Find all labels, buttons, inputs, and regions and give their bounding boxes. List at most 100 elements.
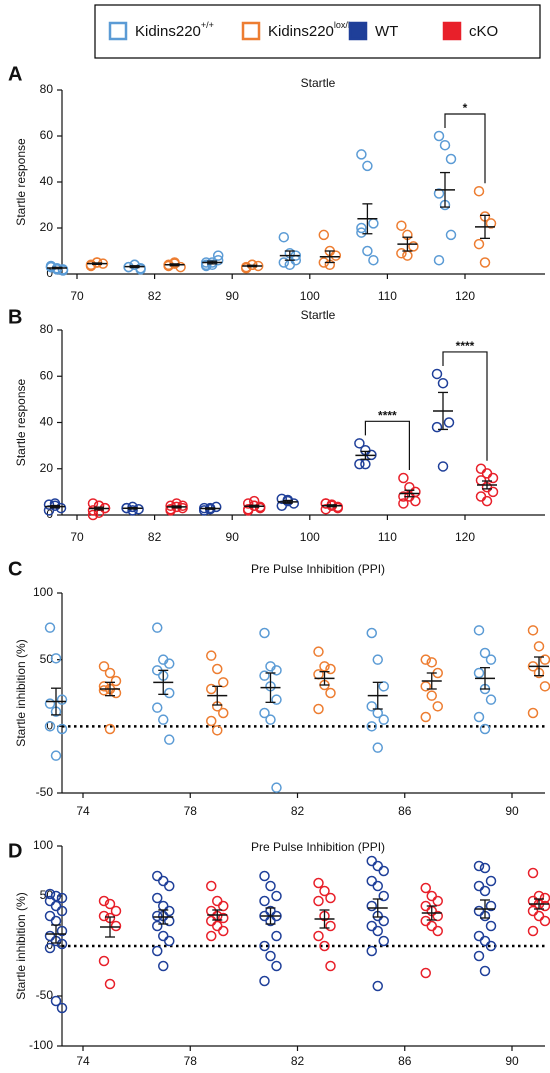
data-point xyxy=(158,930,169,942)
data-point xyxy=(44,942,56,954)
panel-letter: D xyxy=(8,840,22,862)
y-tick-label: 20 xyxy=(40,220,54,234)
data-point xyxy=(164,880,175,892)
data-point xyxy=(198,505,210,516)
y-axis-label: Startle inhibition (%) xyxy=(14,639,28,746)
data-point xyxy=(402,250,413,261)
data-point xyxy=(479,647,491,659)
data-point xyxy=(212,725,223,736)
panel-title: Pre Pulse Inhibition (PPI) xyxy=(251,562,385,576)
legend-text: Kidins220 xyxy=(268,23,334,40)
data-point xyxy=(104,667,116,679)
data-point xyxy=(43,505,55,516)
data-point xyxy=(475,463,487,474)
data-point xyxy=(378,935,389,947)
data-point xyxy=(271,890,282,902)
data-point xyxy=(426,657,437,668)
data-point xyxy=(50,995,62,1007)
data-point xyxy=(206,915,217,927)
data-point xyxy=(479,862,491,874)
data-point xyxy=(259,707,270,719)
legend-swatch xyxy=(108,21,128,41)
data-point xyxy=(433,254,445,266)
y-axis-label: Startle response xyxy=(14,138,28,226)
legend-text: WT xyxy=(375,23,398,40)
data-point xyxy=(98,681,110,692)
x-tick-label: 82 xyxy=(291,804,305,818)
x-tick-label: 82 xyxy=(148,530,162,544)
y-tick-label: -50 xyxy=(36,785,54,799)
significance-bracket xyxy=(442,351,488,461)
data-point xyxy=(487,472,499,484)
x-tick-label: 90 xyxy=(226,530,240,544)
data-point xyxy=(104,898,116,910)
data-point xyxy=(372,980,383,992)
data-point xyxy=(164,935,175,947)
data-point xyxy=(218,707,229,719)
x-tick-label: 86 xyxy=(398,1054,412,1068)
data-point xyxy=(420,711,431,723)
y-tick-label: 100 xyxy=(33,838,53,852)
y-tick-label: 20 xyxy=(40,461,54,475)
significance-bracket xyxy=(364,420,410,470)
data-point xyxy=(164,734,175,745)
panel-letter: C xyxy=(8,558,22,580)
data-point xyxy=(212,663,223,675)
data-point xyxy=(271,694,282,705)
data-point xyxy=(366,721,377,732)
data-point xyxy=(485,900,497,912)
legend-text: cKO xyxy=(469,23,498,40)
x-tick-label: 82 xyxy=(148,289,162,303)
data-point xyxy=(57,264,69,275)
data-point xyxy=(259,627,270,639)
data-point xyxy=(206,930,217,942)
data-point xyxy=(50,915,62,927)
panel-letter: B xyxy=(8,306,22,328)
data-point xyxy=(56,905,68,917)
data-point xyxy=(527,925,539,937)
legend-label: WT xyxy=(375,23,398,40)
data-point xyxy=(378,714,389,725)
data-point xyxy=(152,945,163,957)
data-point xyxy=(378,915,389,927)
legend-label: Kidins220+/+ xyxy=(135,20,214,40)
data-point xyxy=(206,880,217,892)
y-tick-label: 40 xyxy=(40,415,54,429)
data-point xyxy=(152,892,163,904)
x-tick-label: 86 xyxy=(398,804,412,818)
data-point xyxy=(432,925,443,937)
data-point xyxy=(485,940,497,952)
legend-text: Kidins220 xyxy=(135,23,201,40)
data-point xyxy=(533,641,545,652)
data-point xyxy=(135,264,146,275)
legend-sup: +/+ xyxy=(201,20,214,30)
significance-label: **** xyxy=(378,408,397,422)
data-point xyxy=(485,875,497,887)
data-point xyxy=(218,677,229,688)
data-point xyxy=(152,920,163,932)
data-point xyxy=(445,153,457,165)
y-axis-label: Startle response xyxy=(14,378,28,466)
data-point xyxy=(313,930,324,942)
data-point xyxy=(485,654,497,665)
data-point xyxy=(431,368,443,380)
significance-label: **** xyxy=(456,339,475,353)
data-point xyxy=(271,782,282,793)
legend-label: cKO xyxy=(469,23,498,40)
x-tick-label: 100 xyxy=(300,289,320,303)
data-point xyxy=(378,865,389,877)
data-point xyxy=(152,702,163,713)
data-point xyxy=(420,882,431,894)
data-point xyxy=(50,750,62,761)
data-point xyxy=(56,938,68,950)
x-tick-label: 74 xyxy=(76,1054,90,1068)
data-point xyxy=(539,915,550,927)
data-point xyxy=(127,501,138,513)
data-point xyxy=(366,855,377,867)
data-point xyxy=(127,505,138,516)
data-point xyxy=(259,940,270,952)
data-point xyxy=(408,241,419,252)
data-point xyxy=(426,690,437,701)
data-point xyxy=(420,681,431,692)
data-point xyxy=(433,188,445,199)
